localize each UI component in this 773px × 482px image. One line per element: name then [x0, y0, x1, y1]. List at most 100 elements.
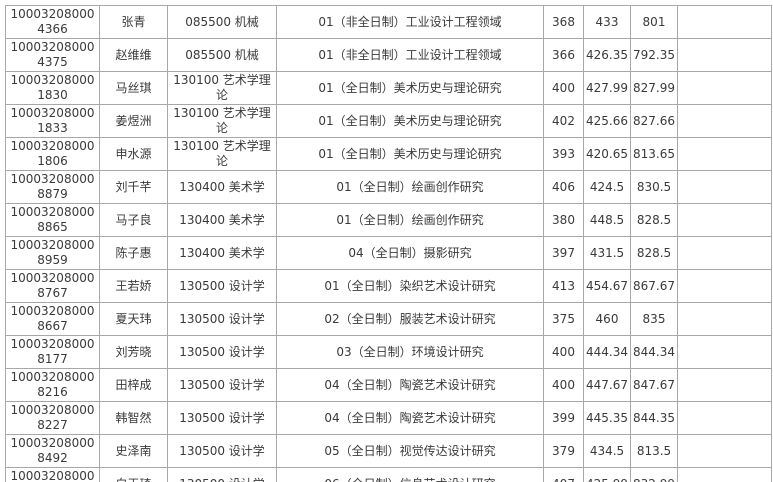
second-score-cell: 433 — [583, 5, 631, 39]
candidate-name-cell: 王若娇 — [99, 269, 168, 303]
program-cell: 130500 设计学 — [167, 434, 277, 468]
table-row: 100032080008767 王若娇 130500 设计学 01（全日制）染织艺术设… — [5, 269, 772, 303]
candidate-name-cell: 张青 — [99, 5, 168, 39]
total-score-cell: 844.35 — [630, 401, 678, 435]
total-score-cell: 827.99 — [630, 71, 678, 105]
total-score-cell: 827.66 — [630, 104, 678, 138]
candidate-id-cell: 100032080004375 — [5, 38, 100, 72]
total-score-cell: 844.34 — [630, 335, 678, 369]
program-cell: 130400 美术学 — [167, 203, 277, 237]
candidate-name-cell: 姜煜洲 — [99, 104, 168, 138]
first-score-cell: 400 — [543, 368, 584, 402]
candidate-id-cell: 100032080004366 — [5, 5, 100, 39]
second-score-cell: 434.5 — [583, 434, 631, 468]
second-score-cell: 424.5 — [583, 170, 631, 204]
table-row: 100032080008667 夏天玮 130500 设计学 02（全日制）服装艺术设… — [5, 302, 772, 336]
candidate-name-cell: 马丝琪 — [99, 71, 168, 105]
table-row: 100032080008216 田梓成 130500 设计学 04（全日制）陶瓷艺术设… — [5, 368, 772, 402]
table-row: 100032080008131白天琦130500 设计学06（全日制）信息艺术设… — [5, 467, 772, 482]
empty-cell — [677, 335, 772, 369]
candidate-name-cell: 赵维维 — [99, 38, 168, 72]
program-cell: 130500 设计学 — [167, 467, 277, 482]
first-score-cell: 407 — [543, 467, 584, 482]
second-score-cell: 445.35 — [583, 401, 631, 435]
first-score-cell: 413 — [543, 269, 584, 303]
research-direction-cell: 06（全日制）信息艺术设计研究 — [276, 467, 544, 482]
total-score-cell: 832.99 — [630, 467, 678, 482]
total-score-cell: 813.65 — [630, 137, 678, 171]
total-score-cell: 835 — [630, 302, 678, 336]
candidate-id-cell: 100032080008216 — [5, 368, 100, 402]
program-cell: 130500 设计学 — [167, 368, 277, 402]
research-direction-cell: 01（全日制）绘画创作研究 — [276, 203, 544, 237]
table-row: 100032080004366 张青 085500 机械 01（非全日制）工业设计工程… — [5, 5, 772, 39]
empty-cell — [677, 302, 772, 336]
candidate-name-cell: 申水源 — [99, 137, 168, 171]
program-cell: 130400 美术学 — [167, 236, 277, 270]
candidate-name-cell: 刘千芊 — [99, 170, 168, 204]
second-score-cell: 420.65 — [583, 137, 631, 171]
total-score-cell: 801 — [630, 5, 678, 39]
research-direction-cell: 01（全日制）美术历史与理论研究 — [276, 104, 544, 138]
candidate-name-cell: 马子良 — [99, 203, 168, 237]
candidate-id-cell: 100032080008879 — [5, 170, 100, 204]
table-row: 100032080001806 申水源 130100 艺术学理论 01（全日制）美术历… — [5, 137, 772, 171]
total-score-cell: 792.35 — [630, 38, 678, 72]
candidate-id-cell: 100032080008667 — [5, 302, 100, 336]
results-table: 100032080004366 张青 085500 机械 01（非全日制）工业设计工程… — [5, 5, 772, 482]
research-direction-cell: 01（全日制）美术历史与理论研究 — [276, 137, 544, 171]
empty-cell — [677, 104, 772, 138]
candidate-id-cell: 100032080001830 — [5, 71, 100, 105]
candidate-id-cell: 100032080008959 — [5, 236, 100, 270]
program-cell: 130500 设计学 — [167, 269, 277, 303]
second-score-cell: 454.67 — [583, 269, 631, 303]
empty-cell — [677, 401, 772, 435]
first-score-cell: 400 — [543, 71, 584, 105]
table-row: 100032080008959 陈子惠 130400 美术学 04（全日制）摄影研究 3… — [5, 236, 772, 270]
research-direction-cell: 02（全日制）服装艺术设计研究 — [276, 302, 544, 336]
research-direction-cell: 03（全日制）环境设计研究 — [276, 335, 544, 369]
table-row: 100032080008492 史泽南 130500 设计学 05（全日制）视觉传达设… — [5, 434, 772, 468]
program-cell: 130500 设计学 — [167, 335, 277, 369]
empty-cell — [677, 269, 772, 303]
first-score-cell: 368 — [543, 5, 584, 39]
first-score-cell: 399 — [543, 401, 584, 435]
table-row: 100032080008227 韩智然 130500 设计学 04（全日制）陶瓷艺术设… — [5, 401, 772, 435]
program-cell: 085500 机械 — [167, 38, 277, 72]
candidate-id-cell: 100032080008177 — [5, 335, 100, 369]
second-score-cell: 425.66 — [583, 104, 631, 138]
first-score-cell: 366 — [543, 38, 584, 72]
empty-cell — [677, 170, 772, 204]
table-row: 100032080004375 赵维维 085500 机械 01（非全日制）工业设计工… — [5, 38, 772, 72]
candidate-id-cell: 100032080008131 — [5, 467, 100, 482]
program-cell: 130500 设计学 — [167, 302, 277, 336]
total-score-cell: 867.67 — [630, 269, 678, 303]
table-row: 100032080008177 刘芳晓 130500 设计学 03（全日制）环境设计研… — [5, 335, 772, 369]
second-score-cell: 447.67 — [583, 368, 631, 402]
candidate-id-cell: 100032080008227 — [5, 401, 100, 435]
empty-cell — [677, 236, 772, 270]
candidate-name-cell: 白天琦 — [99, 467, 168, 482]
research-direction-cell: 04（全日制）摄影研究 — [276, 236, 544, 270]
second-score-cell: 448.5 — [583, 203, 631, 237]
table-row: 100032080001830 马丝琪 130100 艺术学理论 01（全日制）美术历… — [5, 71, 772, 105]
program-cell: 130500 设计学 — [167, 401, 277, 435]
table-row: 100032080001833 姜煜洲 130100 艺术学理论 01（全日制）美术历… — [5, 104, 772, 138]
results-table-body: 100032080004366 张青 085500 机械 01（非全日制）工业设计工程… — [5, 5, 772, 482]
research-direction-cell: 01（全日制）染织艺术设计研究 — [276, 269, 544, 303]
research-direction-cell: 04（全日制）陶瓷艺术设计研究 — [276, 368, 544, 402]
empty-cell — [677, 203, 772, 237]
candidate-id-cell: 100032080008492 — [5, 434, 100, 468]
second-score-cell: 431.5 — [583, 236, 631, 270]
candidate-id-cell: 100032080008865 — [5, 203, 100, 237]
empty-cell — [677, 368, 772, 402]
first-score-cell: 380 — [543, 203, 584, 237]
candidate-id-cell: 100032080001806 — [5, 137, 100, 171]
first-score-cell: 402 — [543, 104, 584, 138]
total-score-cell: 813.5 — [630, 434, 678, 468]
research-direction-cell: 01（非全日制）工业设计工程领域 — [276, 5, 544, 39]
first-score-cell: 400 — [543, 335, 584, 369]
first-score-cell: 406 — [543, 170, 584, 204]
first-score-cell: 375 — [543, 302, 584, 336]
